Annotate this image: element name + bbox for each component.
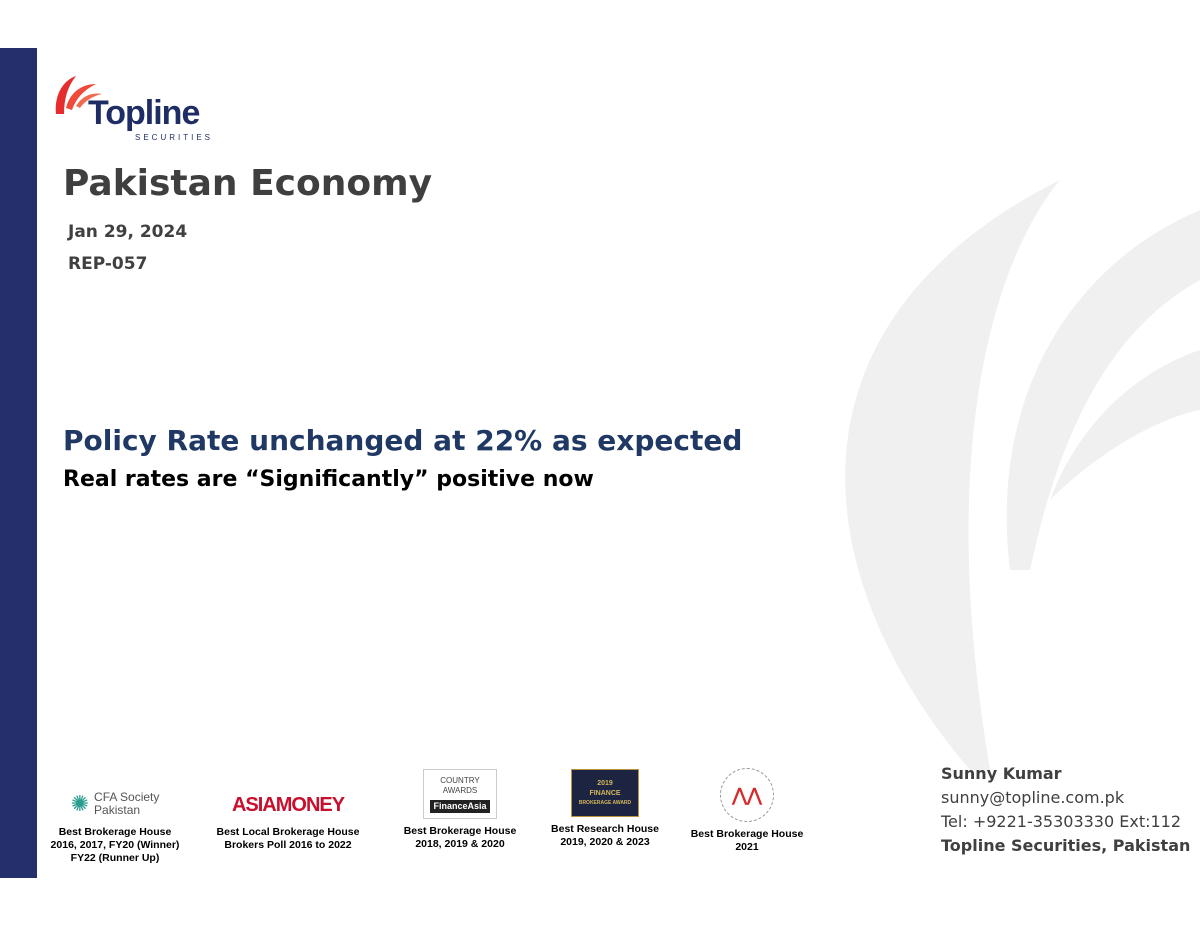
- report-code: REP-057: [68, 254, 148, 274]
- cfa-logo: ✺ CFA Society Pakistan: [70, 790, 160, 817]
- award-caption: Best Brokerage House 2016, 2017, FY20 (W…: [50, 826, 180, 864]
- contact-phone: Tel: +9221-35303330 Ext:112: [941, 812, 1182, 831]
- logo-subtitle: SECURITIES: [135, 133, 214, 142]
- report-date: Jan 29, 2024: [68, 222, 188, 242]
- contact-company: Topline Securities, Pakistan: [941, 836, 1191, 855]
- financeasia-logo: COUNTRY AWARDS FinanceAsia: [423, 769, 497, 819]
- award-international-finance: 2019 FINANCE BROKERAGE AWARD Best Research…: [543, 769, 667, 849]
- award-asiamoney: ASIAMONEY Best Local Brokerage House Bro…: [208, 790, 368, 852]
- award-the-asset: ⋀⋀ Best Brokerage House 2021: [684, 768, 810, 854]
- award-financeasia: COUNTRY AWARDS FinanceAsia Best Brokerage …: [395, 769, 525, 851]
- international-finance-logo: 2019 FINANCE BROKERAGE AWARD: [571, 769, 639, 817]
- side-bar: [0, 48, 37, 878]
- the-asset-logo: ⋀⋀: [720, 768, 774, 822]
- logo-watermark: [845, 180, 1200, 770]
- award-caption: Best Research House 2019, 2020 & 2023: [551, 823, 659, 848]
- award-caption: Best Brokerage House 2018, 2019 & 2020: [403, 825, 517, 850]
- award-caption: Best Local Brokerage House Brokers Poll …: [216, 826, 360, 851]
- logo-name: Topline: [88, 94, 200, 132]
- award-cfa: ✺ CFA Society Pakistan Best Brokerage Hous…: [40, 788, 190, 865]
- topline-logo-icon: [55, 76, 102, 114]
- subheadline: Real rates are “Significantly” positive …: [63, 467, 594, 492]
- headline: Policy Rate unchanged at 22% as expected: [63, 424, 743, 457]
- contact-email[interactable]: sunny@topline.com.pk: [941, 788, 1125, 807]
- contact-block: Sunny Kumar sunny@topline.com.pk Tel: +9…: [941, 762, 1190, 858]
- report-title: Pakistan Economy: [63, 163, 433, 204]
- award-caption: Best Brokerage House 2021: [690, 828, 804, 853]
- contact-name: Sunny Kumar: [941, 764, 1062, 783]
- asiamoney-logo: ASIAMONEY: [231, 794, 345, 816]
